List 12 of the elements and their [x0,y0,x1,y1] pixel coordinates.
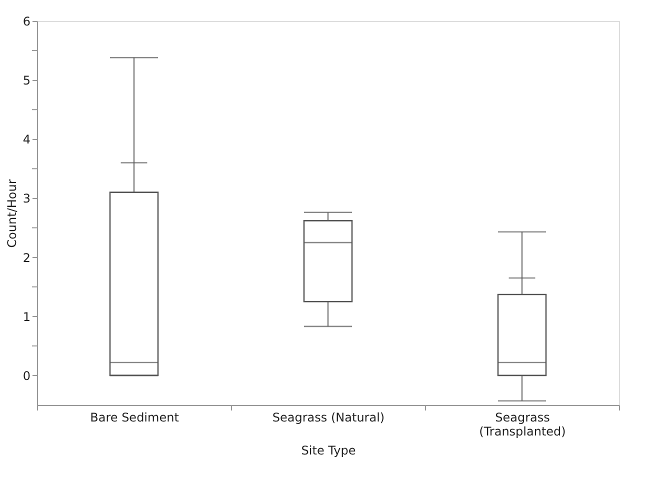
y-tick-label: 5 [22,74,30,88]
y-tick-label: 0 [22,368,30,383]
x-tick-label: Seagrass (Natural) [272,410,385,424]
y-tick-label: 1 [22,310,30,324]
y-tick-label: 3 [22,192,30,206]
x-axis-title: Site Type [301,444,356,458]
y-tick-label: 4 [22,132,30,147]
x-tick-label: Bare Sediment [90,410,180,424]
y-axis-title: Count/Hour [4,179,19,248]
x-tick-label: Seagrass (Transplanted) [479,410,566,438]
y-tick-label: 2 [22,250,30,265]
y-tick-label: 6 [22,14,30,28]
